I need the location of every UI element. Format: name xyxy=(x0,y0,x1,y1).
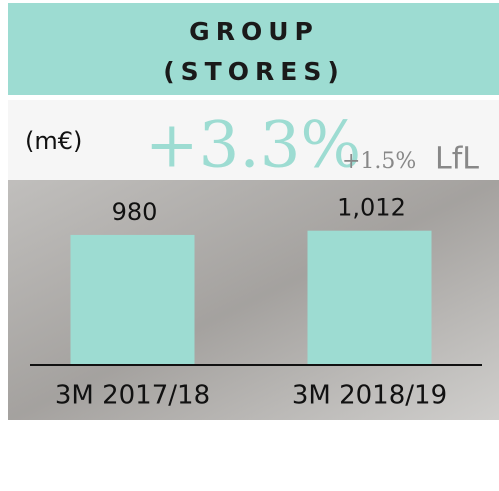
x-tick-label: 3M 2018/19 xyxy=(292,381,447,411)
bar xyxy=(70,234,195,365)
bar xyxy=(307,230,432,365)
unit-label: (m€) xyxy=(25,127,82,155)
header-band xyxy=(8,3,499,95)
photo-top xyxy=(8,100,499,180)
chart-subtitle: (STORES) xyxy=(163,57,345,86)
lfl-label: LfL xyxy=(435,142,479,177)
growth: +3.3% xyxy=(145,109,361,183)
x-tick-label: 3M 2017/18 xyxy=(55,381,210,411)
lfl-growth: +1.5% xyxy=(342,149,416,174)
chart-title: GROUP xyxy=(189,17,319,46)
value-label: 1,012 xyxy=(337,194,406,222)
value-label: 980 xyxy=(112,198,158,226)
